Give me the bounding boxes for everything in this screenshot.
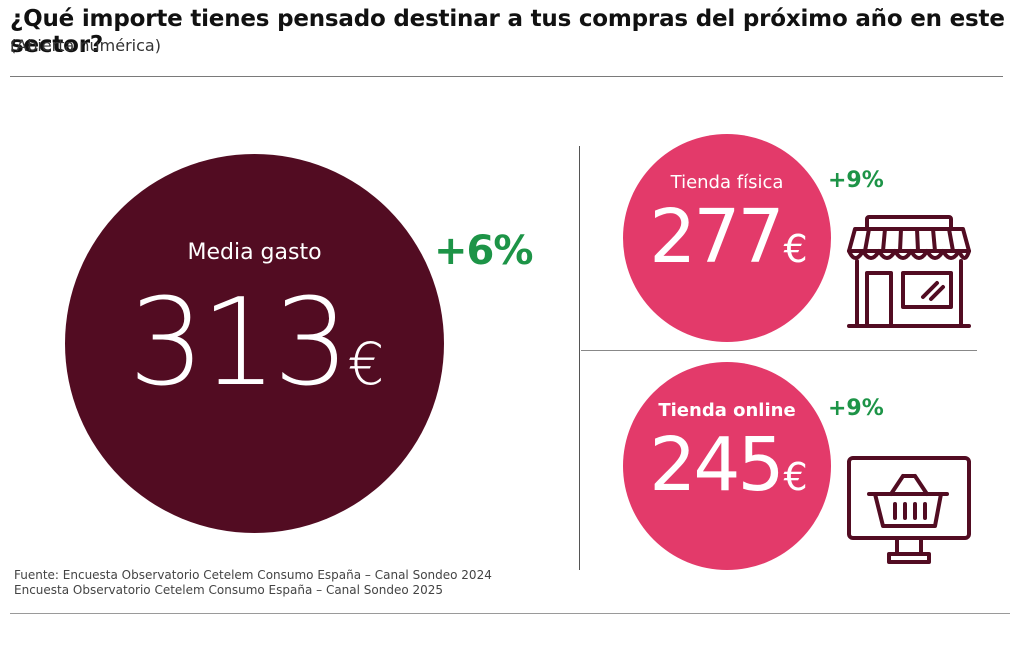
top-divider [10,76,1003,77]
source-line-2: Encuesta Observatorio Cetelem Consumo Es… [14,583,444,597]
physical-store-value: 277€ [623,194,831,292]
online-store-currency: € [783,455,808,499]
average-spend-label: Media gasto [187,240,322,265]
vertical-divider [579,146,580,570]
average-spend-circle: Media gasto 313€ [65,154,444,533]
online-store-value: 245€ [623,422,831,520]
average-spend-value: 313€ [65,274,444,434]
source-note: Fuente: Encuesta Observatorio Cetelem Co… [14,568,492,598]
store-icon [847,215,971,328]
online-store-circle: Tienda online 245€ [623,362,831,570]
physical-store-amount: 277 [649,194,784,280]
online-store-amount: 245 [649,422,784,508]
page-subtitle: (Abierta numérica) [10,36,161,55]
average-spend-amount: 313 [128,274,350,413]
physical-store-label: Tienda física [670,172,784,193]
bottom-divider [10,613,1010,614]
physical-store-change: +9% [828,168,884,193]
page-title: ¿Qué importe tienes pensado destinar a t… [10,6,1005,58]
source-line-1: Fuente: Encuesta Observatorio Cetelem Co… [14,568,492,582]
online-shop-icon [847,456,971,564]
horizontal-divider [581,350,977,351]
online-store-label: Tienda online [658,400,796,421]
online-store-change: +9% [828,396,884,421]
average-spend-change: +6% [434,228,533,274]
physical-store-circle: Tienda física 277€ [623,134,831,342]
physical-store-currency: € [783,227,808,271]
average-spend-currency: € [347,330,385,398]
